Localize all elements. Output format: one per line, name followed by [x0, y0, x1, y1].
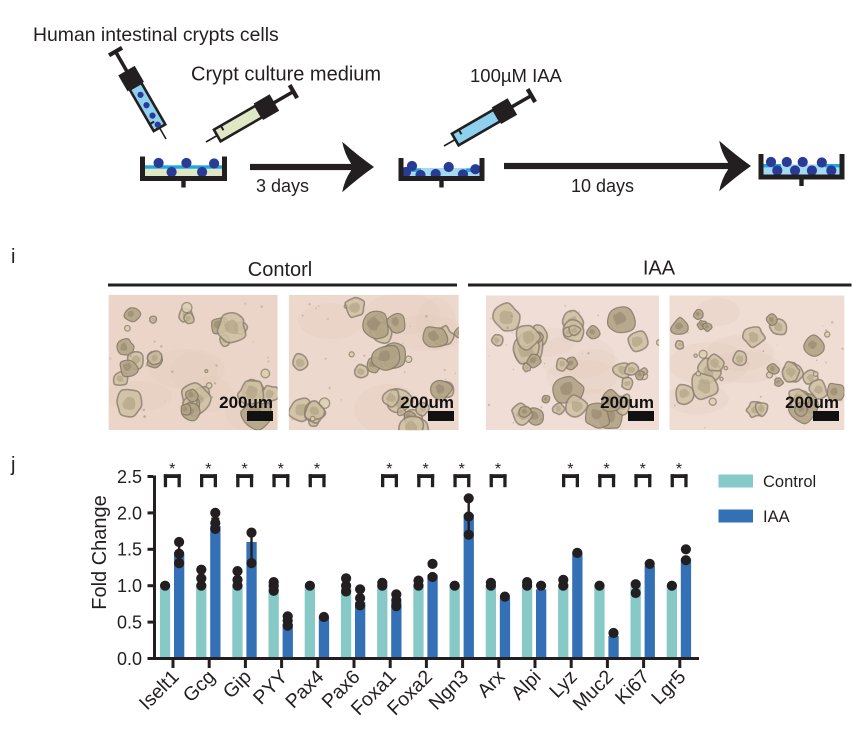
svg-text:*: *	[603, 461, 609, 478]
svg-text:1.5: 1.5	[117, 540, 142, 560]
svg-text:*: *	[386, 461, 392, 478]
svg-text:10 days: 10 days	[571, 176, 634, 196]
svg-text:Fold Change: Fold Change	[89, 495, 111, 610]
svg-text:Crypt culture medium: Crypt culture medium	[191, 64, 381, 86]
svg-text:*: *	[205, 461, 211, 478]
svg-text:1.0: 1.0	[117, 576, 142, 596]
svg-text:*: *	[676, 461, 682, 478]
svg-text:*: *	[567, 461, 573, 478]
svg-text:*: *	[241, 461, 247, 478]
svg-text:0.5: 0.5	[117, 613, 142, 633]
svg-text:j: j	[10, 454, 15, 476]
svg-text:200um: 200um	[400, 393, 454, 412]
svg-text:200um: 200um	[785, 393, 839, 412]
svg-text:IAA: IAA	[643, 258, 676, 280]
svg-text:*: *	[495, 461, 501, 478]
svg-text:IAA: IAA	[763, 508, 790, 526]
svg-text:*: *	[169, 461, 175, 478]
svg-text:*: *	[278, 461, 284, 478]
svg-text:*: *	[459, 461, 465, 478]
svg-text:i: i	[11, 246, 15, 268]
svg-text:Human intestinal crypts cells: Human intestinal crypts cells	[33, 24, 279, 46]
svg-text:2.5: 2.5	[117, 467, 142, 487]
svg-text:200um: 200um	[219, 393, 273, 412]
svg-text:100µM IAA: 100µM IAA	[470, 65, 563, 86]
svg-text:*: *	[640, 461, 646, 478]
svg-text:*: *	[422, 461, 428, 478]
svg-text:2.0: 2.0	[117, 503, 142, 523]
svg-text:200um: 200um	[600, 393, 654, 412]
svg-text:Control: Control	[763, 473, 816, 491]
svg-text:*: *	[314, 461, 320, 478]
svg-text:0.0: 0.0	[117, 649, 142, 669]
svg-text:Contorl: Contorl	[248, 259, 312, 281]
svg-text:3 days: 3 days	[256, 176, 309, 196]
